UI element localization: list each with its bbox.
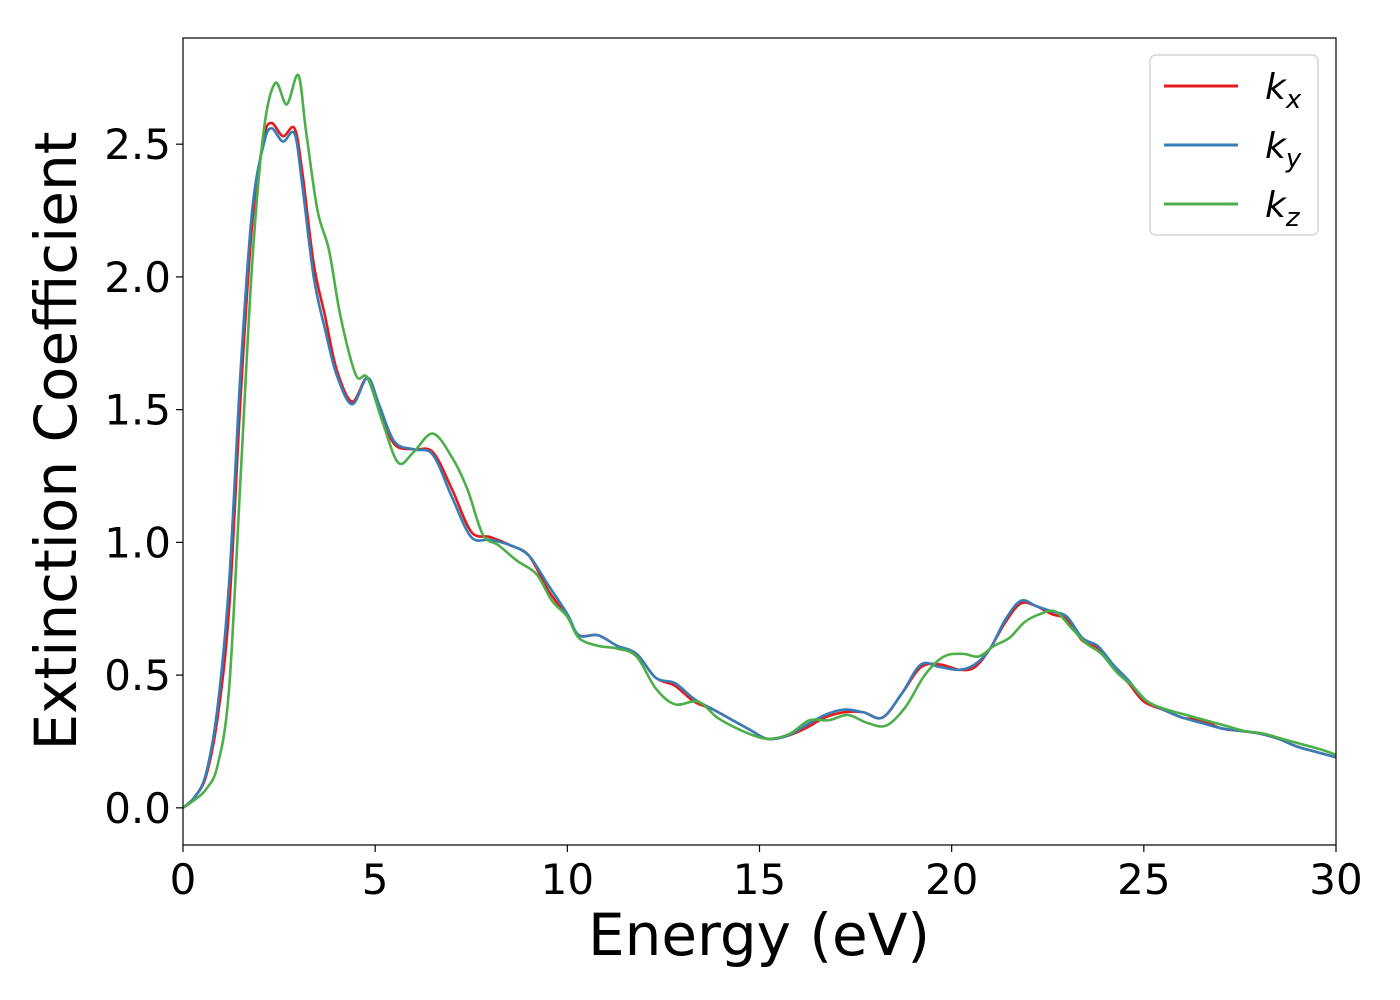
legend-label: ky bbox=[1265, 126, 1302, 174]
series-line-k-y bbox=[183, 126, 1336, 810]
legend-label: kz bbox=[1265, 185, 1301, 233]
x-tick-label: 15 bbox=[733, 855, 786, 904]
x-tick-label: 0 bbox=[170, 855, 197, 904]
legend-item-k-y: ky bbox=[1164, 126, 1302, 174]
y-tick-label: 2.5 bbox=[104, 120, 171, 169]
x-axis-title: Energy (eV) bbox=[588, 901, 930, 969]
y-tick-label: 2.0 bbox=[104, 253, 171, 302]
x-tick-label: 20 bbox=[925, 855, 978, 904]
x-tick-label: 30 bbox=[1309, 855, 1362, 904]
y-tick-label: 1.0 bbox=[104, 518, 171, 567]
x-axis: 0 5 10 15 20 25 30 bbox=[170, 845, 1363, 904]
plot-area bbox=[183, 73, 1336, 810]
x-tick-label: 25 bbox=[1117, 855, 1170, 904]
legend-item-k-x: kx bbox=[1164, 67, 1302, 115]
series-line-k-z bbox=[183, 73, 1336, 810]
y-tick-label: 1.5 bbox=[104, 386, 171, 435]
legend-label: kx bbox=[1265, 67, 1302, 115]
series-lines bbox=[183, 73, 1336, 810]
y-axis: 0.0 0.5 1.0 1.5 2.0 2.5 bbox=[104, 120, 183, 833]
y-axis-title: Extinction Coefficient bbox=[22, 132, 90, 751]
y-tick-label: 0.5 bbox=[104, 651, 171, 700]
x-tick-label: 10 bbox=[541, 855, 594, 904]
y-tick-label: 0.0 bbox=[104, 784, 171, 833]
legend-item-k-z: kz bbox=[1164, 185, 1301, 233]
legend: kx ky kz bbox=[1149, 54, 1319, 236]
x-tick-label: 5 bbox=[362, 855, 389, 904]
